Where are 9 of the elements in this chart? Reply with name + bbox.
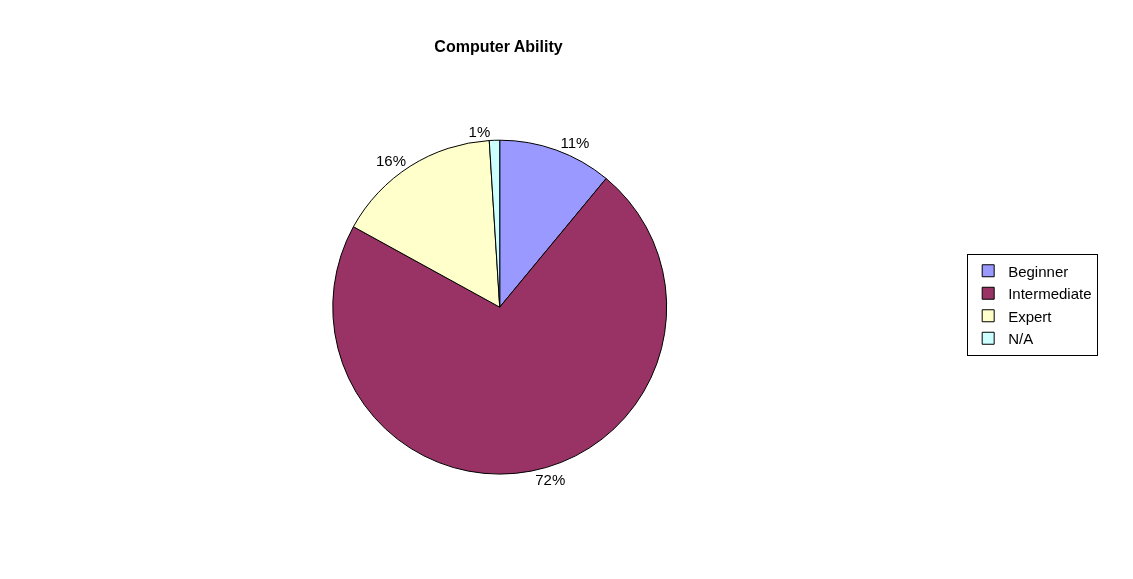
legend-label: N/A (1008, 330, 1034, 348)
chart-title: Computer Ability (434, 37, 563, 55)
data-label: 72% (535, 470, 566, 488)
data-label: 1% (468, 123, 491, 141)
data-label: 11% (560, 134, 590, 152)
legend-label: Intermediate (1008, 285, 1092, 303)
data-label: 16% (375, 151, 407, 169)
legend-label: Expert (1008, 307, 1053, 325)
legend-label: Beginner (1008, 262, 1069, 280)
